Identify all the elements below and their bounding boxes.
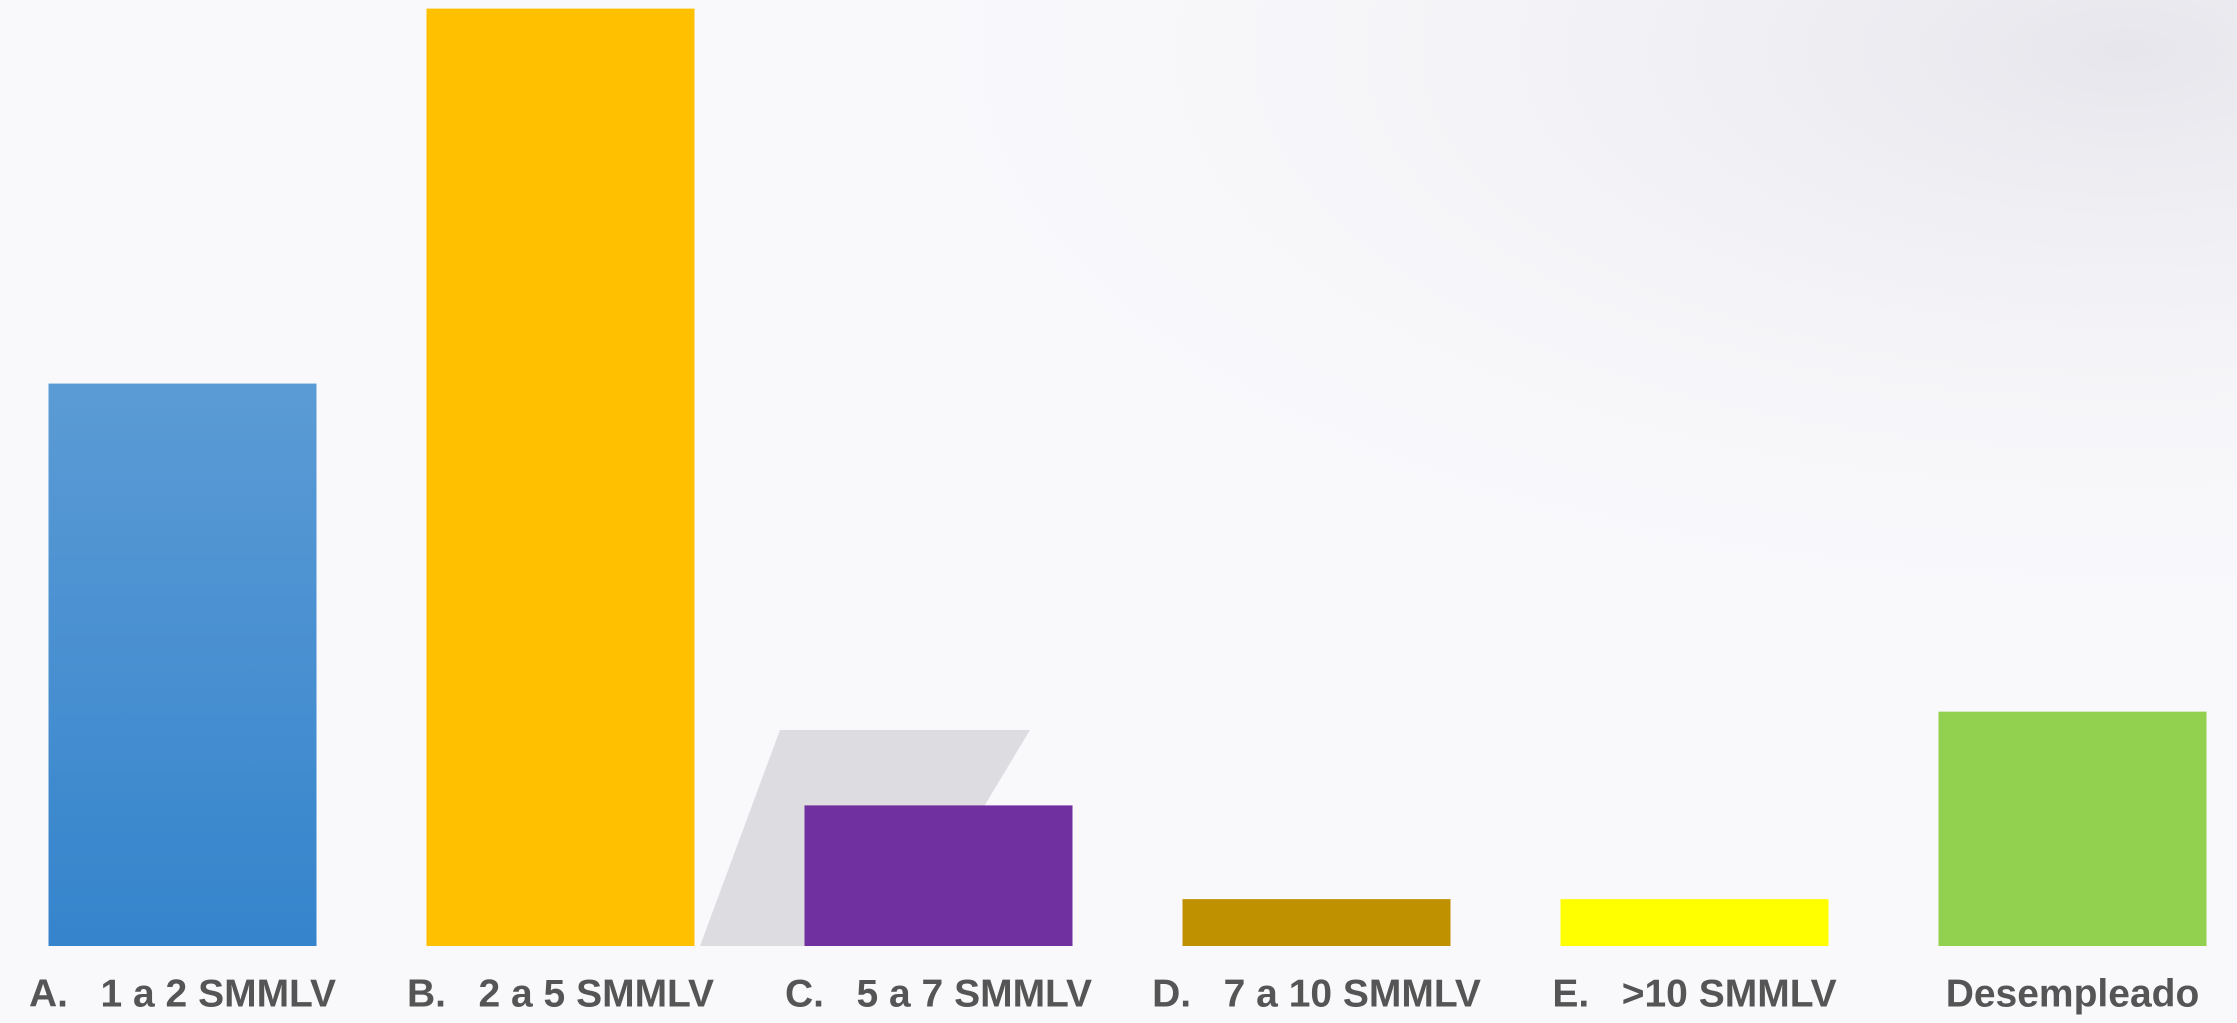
- bar: [48, 383, 317, 946]
- x-tick-label: D. 7 a 10 SMMLV: [1152, 972, 1481, 1015]
- x-tick-label: E. >10 SMMLV: [1552, 972, 1836, 1015]
- bar: [426, 8, 695, 947]
- x-tick-label: C. 5 a 7 SMMLV: [785, 972, 1092, 1015]
- bar: [1938, 711, 2207, 946]
- x-tick-label: Desempleado: [1946, 972, 2200, 1015]
- x-tick-label: B. 2 a 5 SMMLV: [407, 972, 714, 1015]
- bar: [1182, 899, 1451, 946]
- bar: [1560, 899, 1829, 946]
- bar: [804, 805, 1073, 946]
- x-tick-label: A. 1 a 2 SMMLV: [29, 972, 336, 1015]
